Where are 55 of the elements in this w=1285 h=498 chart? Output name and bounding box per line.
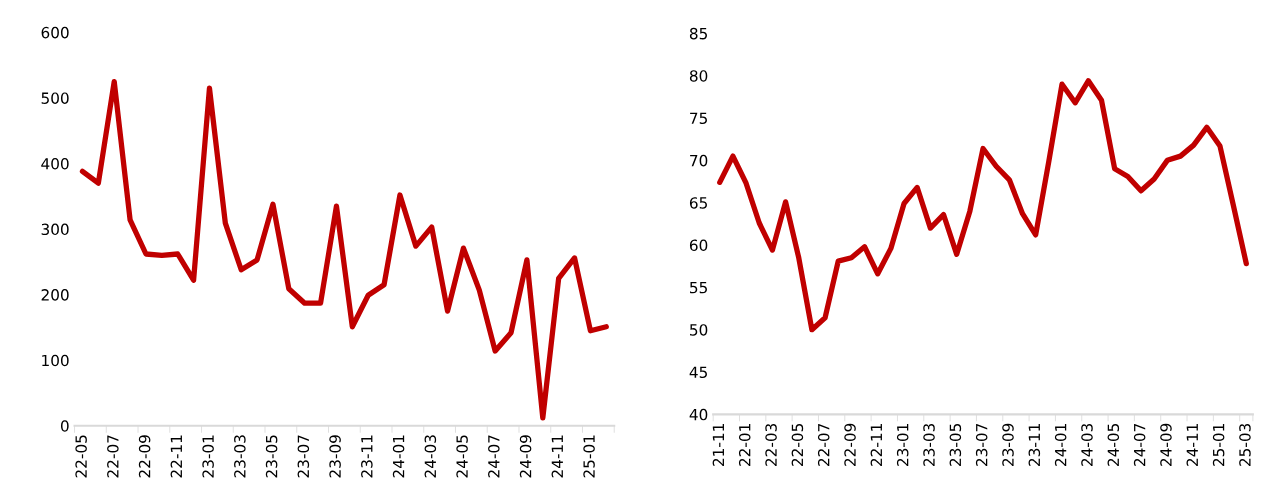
x-tick-label: 22-07: [107, 435, 119, 478]
x-tick-label: 23-03: [923, 423, 935, 466]
y-tick-label: 0: [60, 420, 69, 432]
x-tick-label: 24-05: [1107, 424, 1120, 466]
x-tick-label: 25-03: [1239, 423, 1251, 466]
x-tick-label: 21-11: [712, 424, 724, 466]
y-tick-label: 40: [689, 408, 708, 421]
x-tick-label: 23-07: [975, 423, 988, 466]
x-tick-label: 22-07: [817, 423, 830, 466]
x-tick-label: 22-05: [75, 435, 87, 478]
x-tick-label: 23-01: [202, 435, 214, 478]
x-tick-label: 22-11: [870, 424, 882, 466]
x-tick-label: 23-03: [234, 435, 246, 478]
y-tick-label: 500: [41, 92, 69, 104]
x-tick-label: 22-09: [844, 423, 856, 466]
x-tick-label: 23-07: [297, 435, 310, 478]
x-tick-label: 24-03: [1081, 423, 1093, 466]
y-tick-label: 600: [41, 26, 69, 39]
x-tick-label: 22-05: [791, 424, 804, 466]
y-tick-label: 55: [690, 282, 707, 294]
y-tick-label: 300: [41, 223, 69, 236]
x-tick-label: 24-03: [424, 435, 437, 478]
x-tick-label: 23-09: [329, 435, 341, 478]
x-tick-label: 22-11: [170, 435, 182, 478]
y-tick-label: 45: [689, 366, 707, 379]
x-tick-label: 24-11: [1186, 424, 1198, 466]
x-tick-label: 23-05: [265, 435, 278, 478]
x-tick-label: 24-01: [1054, 424, 1067, 466]
y-tick-label: 400: [41, 157, 69, 170]
y-tick-label: 65: [689, 197, 707, 209]
x-tick-label: 24-01: [392, 435, 405, 478]
x-tick-label: 24-11: [551, 435, 563, 478]
x-tick-label: 24-09: [519, 435, 532, 478]
y-tick-label: 85: [689, 27, 707, 40]
y-tick-label: 100: [42, 354, 69, 367]
x-tick-label: 24-07: [488, 435, 500, 478]
y-tick-label: 50: [690, 324, 708, 336]
y-tick-label: 75: [690, 112, 707, 125]
x-tick-label: 24-07: [1133, 423, 1146, 466]
x-tick-label: 25-01: [583, 435, 595, 478]
y-tick-label: 200: [41, 289, 69, 301]
y-tick-label: 70: [690, 154, 708, 167]
x-tick-label: 25-01: [1212, 424, 1225, 466]
x-tick-label: 23-01: [896, 424, 909, 466]
y-tick-label: 60: [689, 239, 708, 252]
x-tick-label: 22-01: [738, 424, 751, 466]
x-tick-label: 24-05: [456, 435, 468, 478]
x-tick-label: 23-09: [1002, 423, 1014, 466]
x-tick-label: 23-05: [949, 424, 962, 466]
x-tick-label: 22-09: [138, 435, 151, 478]
y-tick-label: 80: [689, 70, 708, 82]
x-tick-label: 23-11: [361, 435, 373, 478]
x-tick-label: 24-09: [1160, 423, 1172, 466]
x-tick-label: 22-03: [765, 423, 777, 466]
x-tick-label: 23-11: [1028, 424, 1041, 466]
